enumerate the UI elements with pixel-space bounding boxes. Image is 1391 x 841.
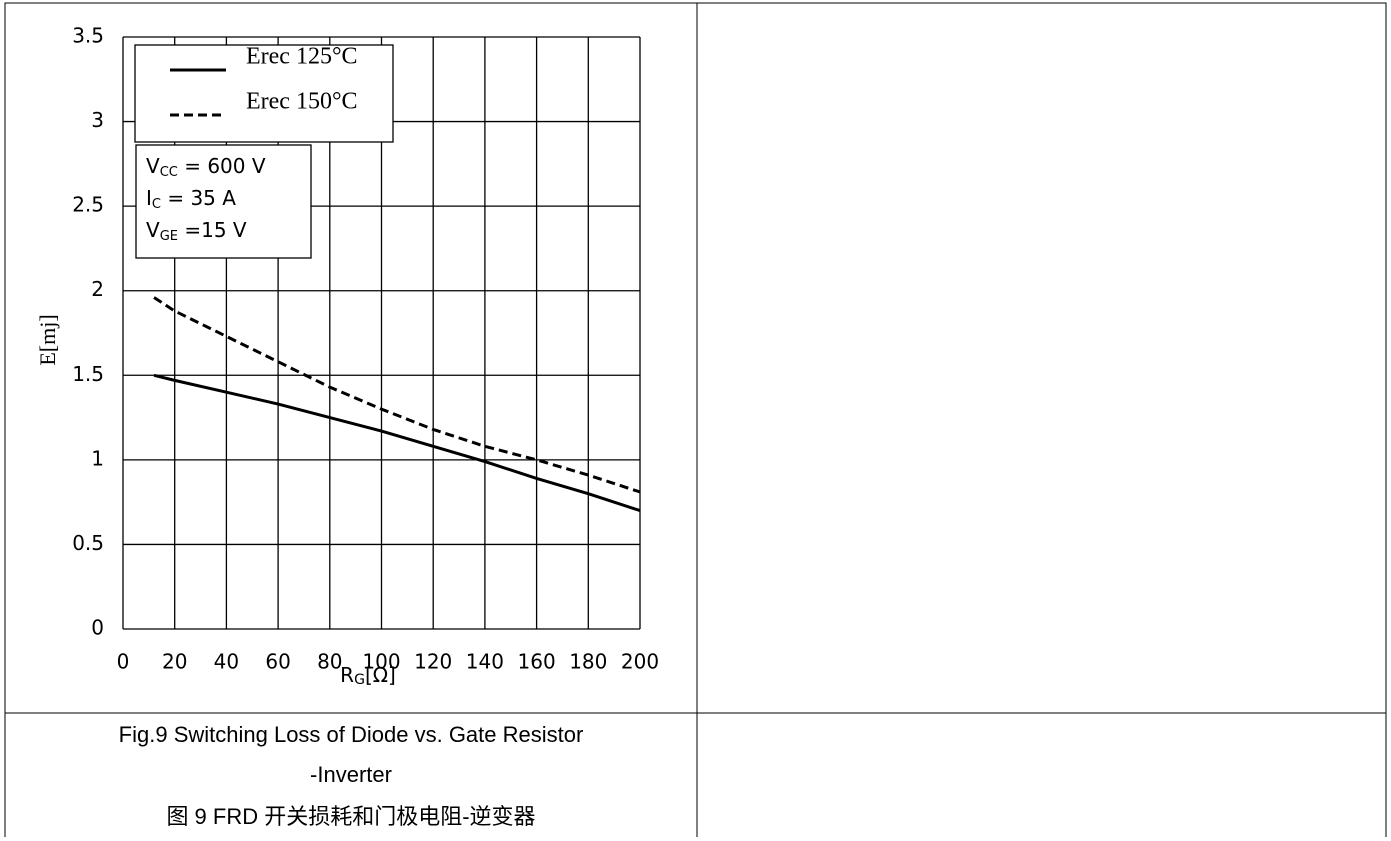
y-tick-label: 1 [91,446,104,470]
x-label-sub: G [354,672,365,688]
legend-label: Erec 150°C [246,89,358,115]
x-tick-label: 120 [414,650,452,674]
annotation: IC = 35 A [146,186,236,212]
x-label-main: R [340,663,354,687]
x-tick-label: 180 [569,650,607,674]
annotation-part: = 35 A [161,186,236,210]
x-tick-label: 140 [466,650,504,674]
x-tick-label: 40 [214,650,239,674]
x-tick-label: 100 [362,650,400,674]
y-axis-label: E[mj] [35,314,60,365]
caption: Fig.9 Switching Loss of Diode vs. Gate R… [119,722,584,747]
x-tick-label: 200 [621,650,659,674]
caption: -Inverter [310,762,392,787]
table-frame [4,2,1387,841]
y-tick-label: 2 [91,277,104,301]
annotation: VCC = 600 V [146,154,266,180]
x-tick-label: 160 [518,650,556,674]
y-tick-label: 1.5 [72,362,104,386]
conditions-box [135,144,312,259]
x-tick-label: 20 [162,650,187,674]
x-label-rest: [Ω] [365,663,396,687]
annotation: VGE =15 V [146,218,247,244]
annotation-part: GE [160,229,178,244]
y-tick-label: 3 [91,108,104,132]
caption: 图 9 FRD 开关损耗和门极电阻-逆变器 [166,804,535,829]
x-axis-label: RG[Ω] [340,663,396,689]
data-line [153,373,641,513]
x-tick-label: 0 [117,650,130,674]
x-tick-label: 60 [265,650,290,674]
y-tick-label: 2.5 [72,193,104,217]
annotation-part: = 600 V [178,154,266,178]
annotation-part: I [146,186,152,210]
x-tick-label: 80 [317,650,342,674]
annotation-part: =15 V [178,218,247,242]
legend-box [134,44,394,143]
y-tick-label: 3.5 [72,24,104,48]
annotation-part: V [146,218,160,242]
y-tick-label: 0.5 [72,531,104,555]
annotation-part: V [146,154,160,178]
legend-label: Erec 125°C [246,44,358,70]
data-line [153,296,641,494]
y-tick-label: 0 [91,616,104,640]
annotation-part: CC [160,165,178,180]
annotation-part: C [152,197,161,212]
